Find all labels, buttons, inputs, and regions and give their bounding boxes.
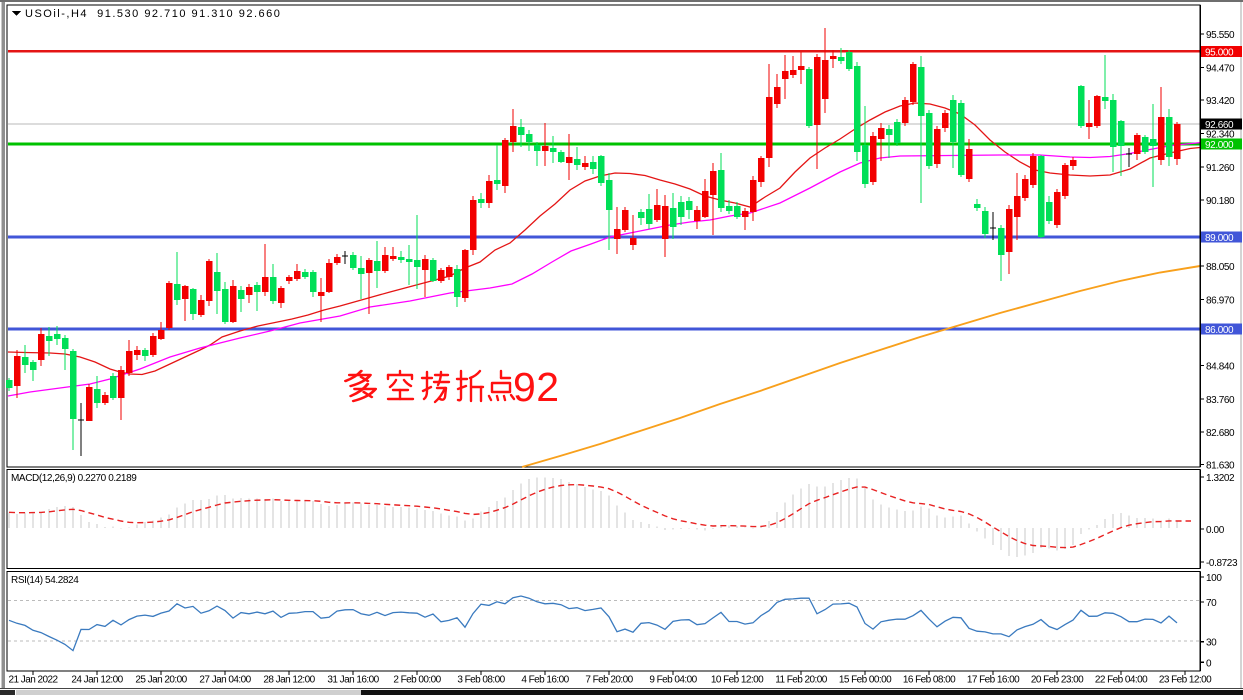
svg-text:82.680: 82.680	[1206, 428, 1235, 439]
svg-text:15 Feb 00:00: 15 Feb 00:00	[839, 675, 892, 686]
svg-text:RSI(14) 54.2824: RSI(14) 54.2824	[11, 575, 79, 586]
svg-text:22 Feb 04:00: 22 Feb 04:00	[1095, 675, 1148, 686]
svg-text:-0.8723: -0.8723	[1206, 558, 1238, 569]
svg-text:95.000: 95.000	[1205, 47, 1234, 58]
svg-text:88.050: 88.050	[1206, 262, 1235, 273]
svg-text:84.840: 84.840	[1206, 362, 1235, 373]
svg-text:92.000: 92.000	[1205, 140, 1234, 151]
svg-text:7 Feb 20:00: 7 Feb 20:00	[585, 675, 633, 686]
svg-text:17 Feb 16:00: 17 Feb 16:00	[967, 675, 1020, 686]
svg-text:83.760: 83.760	[1206, 395, 1235, 406]
svg-text:3 Feb 08:00: 3 Feb 08:00	[457, 675, 505, 686]
svg-text:24 Jan 12:00: 24 Jan 12:00	[71, 675, 123, 686]
svg-text:31 Jan 16:00: 31 Jan 16:00	[327, 675, 379, 686]
svg-text:70: 70	[1206, 598, 1217, 609]
svg-text:27 Jan 04:00: 27 Jan 04:00	[199, 675, 251, 686]
svg-text:4 Feb 16:00: 4 Feb 16:00	[521, 675, 569, 686]
svg-text:1.3202: 1.3202	[1206, 473, 1235, 484]
svg-text:81.630: 81.630	[1206, 461, 1235, 472]
svg-text:21 Jan 2022: 21 Jan 2022	[9, 675, 59, 686]
svg-text:95.550: 95.550	[1206, 30, 1235, 41]
svg-text:91.260: 91.260	[1206, 163, 1235, 174]
svg-text:MACD(12,26,9) 0.2270 0.2189: MACD(12,26,9) 0.2270 0.2189	[11, 473, 137, 484]
svg-text:30: 30	[1206, 638, 1217, 649]
svg-text:89.000: 89.000	[1205, 233, 1234, 244]
svg-text:28 Jan 12:00: 28 Jan 12:00	[263, 675, 315, 686]
svg-text:92: 92	[513, 364, 560, 410]
svg-text:0: 0	[1206, 658, 1212, 669]
svg-text:2 Feb 00:00: 2 Feb 00:00	[393, 675, 441, 686]
svg-text:100: 100	[1206, 573, 1222, 584]
svg-text:16 Feb 08:00: 16 Feb 08:00	[903, 675, 956, 686]
svg-text:23 Feb 12:00: 23 Feb 12:00	[1159, 675, 1212, 686]
svg-text:11 Feb 20:00: 11 Feb 20:00	[775, 675, 828, 686]
svg-text:90.180: 90.180	[1206, 196, 1235, 207]
svg-text:25 Jan 20:00: 25 Jan 20:00	[135, 675, 187, 686]
svg-text:86.970: 86.970	[1206, 296, 1235, 307]
svg-text:9 Feb 04:00: 9 Feb 04:00	[649, 675, 697, 686]
svg-text:10 Feb 12:00: 10 Feb 12:00	[711, 675, 764, 686]
svg-text:86.000: 86.000	[1205, 325, 1234, 336]
svg-text:92.660: 92.660	[1205, 120, 1234, 131]
svg-text:92.340: 92.340	[1206, 130, 1235, 141]
svg-text:94.470: 94.470	[1206, 64, 1235, 75]
svg-text:0.00: 0.00	[1206, 525, 1225, 536]
svg-text:USOil-,H4 91.530 92.710 91.31: USOil-,H4 91.530 92.710 91.310 92.660	[25, 8, 281, 20]
svg-text:93.420: 93.420	[1206, 96, 1235, 107]
svg-text:20 Feb 23:00: 20 Feb 23:00	[1031, 675, 1084, 686]
